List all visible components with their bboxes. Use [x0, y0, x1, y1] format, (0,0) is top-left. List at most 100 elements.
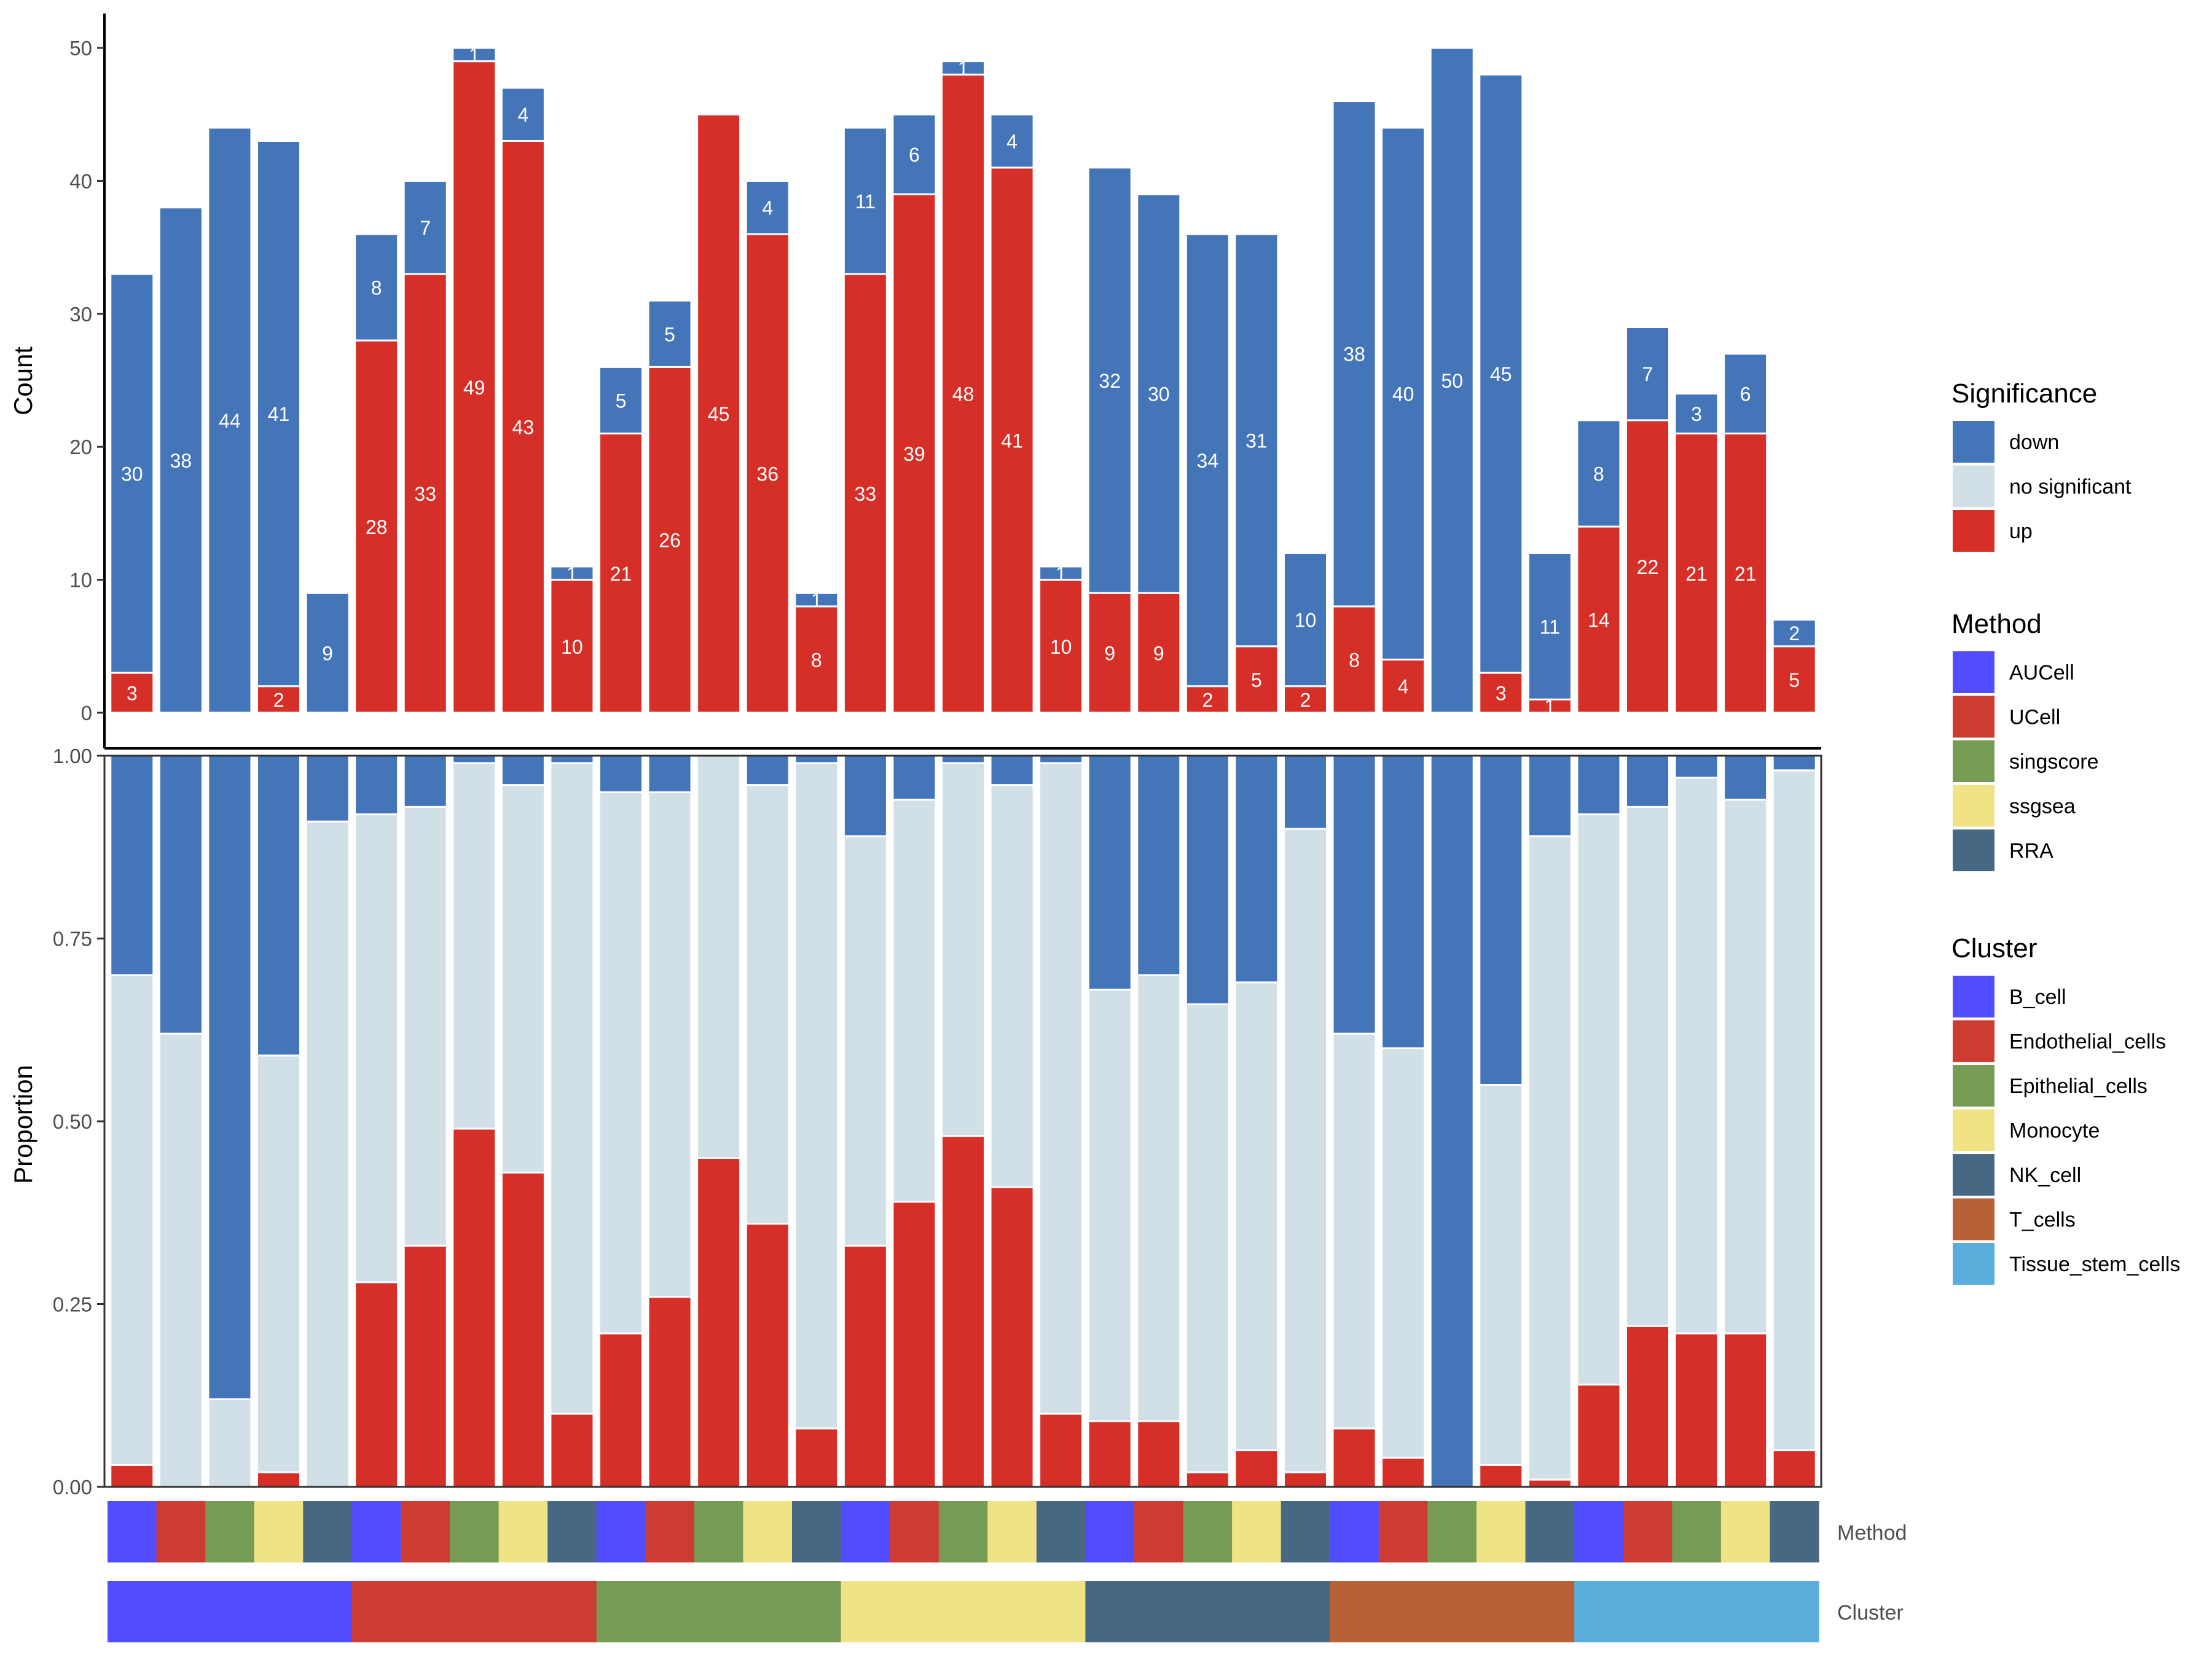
prop-bar-down [207, 755, 253, 1400]
count-bar-up [647, 366, 692, 714]
method-cell [351, 1501, 401, 1562]
count-label-down: 8 [1593, 463, 1604, 485]
count-bar-down [354, 233, 399, 342]
count-bar-up [1185, 685, 1230, 714]
legend-key [1953, 465, 1994, 508]
method-cell [1770, 1501, 1819, 1562]
prop-bar-down [402, 755, 448, 808]
prop-bar-down [305, 755, 350, 823]
prop-bar-up [1234, 1449, 1279, 1488]
prop-bar-no-significant [794, 762, 839, 1430]
legend-key [1953, 1020, 1994, 1062]
prop-bar-up [696, 1157, 742, 1488]
prop-bar-down [500, 755, 546, 786]
prop-y-tick-label: 0.75 [53, 928, 92, 951]
count-label-up: 8 [1349, 649, 1360, 671]
prop-bar-no-significant [1771, 769, 1817, 1451]
legend-title: Cluster [1951, 933, 2037, 963]
prop-bar-down [892, 755, 937, 801]
count-bar-up [500, 139, 546, 714]
legend-label: no significant [2009, 476, 2132, 499]
count-bar-down [1478, 73, 1524, 674]
count-label-down: 4 [762, 197, 773, 219]
legend-label: T_cells [2009, 1209, 2076, 1232]
legend-label: RRA [2009, 839, 2053, 863]
legend-key [1953, 785, 1994, 827]
prop-bar-no-significant [1332, 1032, 1377, 1430]
count-bar-down [402, 179, 448, 275]
count-label-up: 10 [561, 636, 583, 658]
count-bar-down [1234, 233, 1279, 648]
prop-bar-down [354, 755, 399, 815]
legend-key [1953, 421, 1994, 463]
count-y-tick-label: 50 [69, 37, 92, 60]
count-bar-up [354, 339, 399, 714]
prop-bar-down [1771, 755, 1817, 772]
count-bar-up [1038, 579, 1084, 714]
method-cell [596, 1501, 646, 1562]
count-label-up: 21 [610, 563, 632, 585]
prop-bar-up [1674, 1332, 1719, 1488]
method-cell [1036, 1501, 1086, 1562]
prop-bar-down [794, 755, 839, 764]
count-label-up: 33 [414, 483, 436, 505]
count-label-up: 2 [1202, 689, 1213, 711]
count-bar-down [305, 592, 350, 714]
prop-bar-no-significant [549, 762, 595, 1415]
prop-bar-up [745, 1223, 790, 1488]
method-cell [401, 1501, 450, 1562]
method-cell [1623, 1501, 1673, 1562]
method-cell [645, 1501, 695, 1562]
legend-label: down [2009, 431, 2059, 454]
count-bar-up [794, 605, 839, 714]
method-cell [1574, 1501, 1624, 1562]
prop-bar-down [1234, 755, 1279, 984]
legend-key [1953, 1154, 1994, 1196]
count-bar-up [1136, 592, 1182, 714]
prop-bar-up [452, 1127, 497, 1488]
legend-label: Monocyte [2009, 1119, 2100, 1143]
prop-bar-no-significant [1282, 828, 1328, 1473]
prop-bar-no-significant [354, 813, 399, 1284]
prop-bar-down [1527, 755, 1572, 837]
prop-bar-no-significant [1185, 1003, 1230, 1473]
count-label-up: 2 [1300, 689, 1311, 711]
method-cell [1477, 1501, 1526, 1562]
count-label-up: 21 [1735, 563, 1757, 585]
legend-key [1953, 1109, 1994, 1151]
prop-bar-no-significant [598, 791, 644, 1335]
count-bar-up [1087, 592, 1132, 714]
legend-label: B_cell [2009, 986, 2066, 1009]
count-bar-down [989, 113, 1035, 169]
prop-bar-up [598, 1332, 644, 1488]
count-bar-down [598, 366, 644, 435]
count-y-tick-label: 10 [69, 569, 92, 592]
prop-bar-no-significant [989, 784, 1035, 1188]
cluster-cell [1574, 1581, 1819, 1642]
prop-bar-no-significant [1038, 762, 1084, 1415]
cluster-cell [108, 1581, 353, 1642]
prop-bar-down [1185, 755, 1230, 1006]
prop-bar-no-significant [109, 974, 155, 1466]
prop-bar-down [1282, 755, 1328, 830]
count-label-down: 45 [1490, 363, 1512, 385]
legend-key [1953, 1065, 1994, 1107]
legend-label: ssgsea [2009, 795, 2076, 818]
count-bar-up [598, 433, 644, 714]
count-bar-up [402, 273, 448, 714]
count-bar-down [1381, 127, 1426, 660]
count-label-down: 10 [1295, 610, 1317, 632]
count-label-down: 6 [1740, 383, 1751, 406]
count-label-up: 28 [366, 516, 388, 538]
count-label-up: 26 [659, 530, 681, 552]
method-cell [792, 1501, 842, 1562]
method-cell [1085, 1501, 1135, 1562]
count-bar-down [940, 60, 986, 76]
count-label-up: 10 [1050, 636, 1072, 658]
count-label-down: 1 [811, 589, 822, 611]
method-row-label: Method [1837, 1521, 1907, 1545]
count-label-up: 39 [903, 443, 925, 465]
prop-bar-up [1332, 1427, 1377, 1488]
method-cell [1183, 1501, 1233, 1562]
